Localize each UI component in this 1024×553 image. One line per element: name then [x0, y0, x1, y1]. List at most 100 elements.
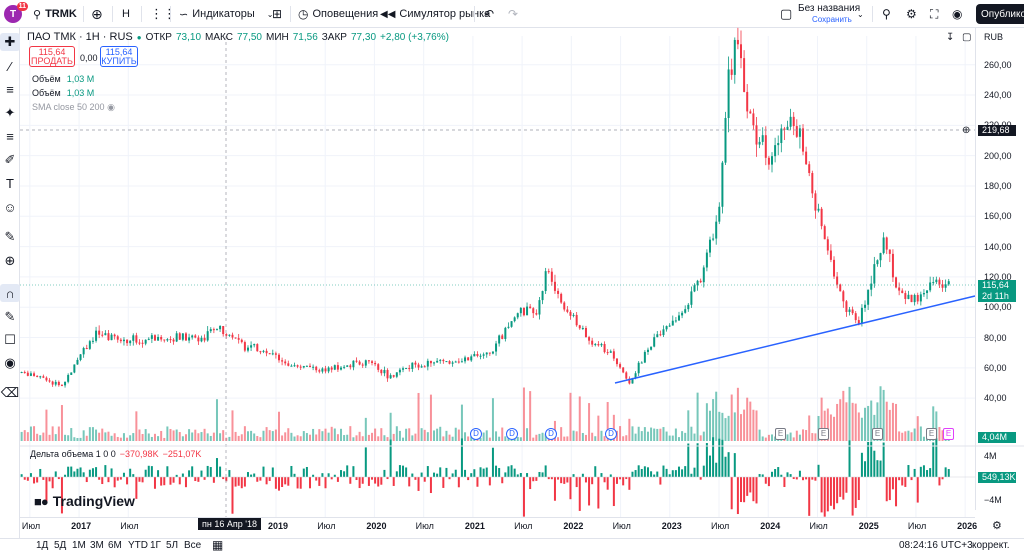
time-axis[interactable] [20, 517, 975, 531]
dividend-marker[interactable]: D [545, 428, 557, 440]
earnings-marker[interactable]: E [926, 428, 937, 440]
crosshair-tool[interactable]: ✚ [0, 33, 20, 51]
remove-tool[interactable]: ⌫ [0, 384, 20, 402]
alerts-button[interactable]: ◷ Оповещения [298, 0, 378, 28]
range-button[interactable]: 3М [90, 540, 104, 551]
delta-bar [535, 477, 538, 481]
avatar[interactable]: T 11 [4, 2, 28, 23]
settings-button[interactable]: ⚙ [906, 0, 917, 28]
range-button[interactable]: Все [184, 540, 202, 551]
delta-bar [637, 465, 640, 477]
indicators-button[interactable]: ∽ Индикаторы ⌄ [179, 0, 273, 28]
delta-bar [501, 477, 504, 484]
adjust-toggle[interactable]: коррект. [972, 540, 1010, 551]
templates-button[interactable]: ⊞ [272, 0, 282, 28]
delta-bar [48, 477, 51, 482]
delta-bar [612, 477, 615, 507]
quick-search-button[interactable]: ⚲ [882, 0, 891, 28]
zoom-tool[interactable]: ⊕ [0, 252, 20, 270]
symbol-search-button[interactable]: ⚲ TRMK [33, 0, 77, 28]
redo-button[interactable]: ↷ [508, 0, 518, 28]
forecast-tool[interactable]: ≡ [0, 127, 20, 145]
dividend-marker[interactable]: D [470, 428, 482, 440]
lock-tool[interactable]: ☐ [0, 331, 20, 349]
volume-bar [569, 392, 572, 441]
candle-body [919, 294, 922, 302]
tradingview-logo[interactable]: ■● TradingView [34, 493, 135, 509]
delta-bar [206, 465, 209, 477]
buy-button[interactable]: 115,64 КУПИТЬ [100, 46, 138, 67]
candle-body [557, 290, 560, 294]
earnings-marker[interactable]: E [775, 428, 786, 440]
add-alert-icon[interactable]: ⊕ [962, 125, 971, 136]
range-button[interactable]: 1Д [36, 540, 49, 551]
replay-button[interactable]: ◀◀ Симулятор рынка [380, 0, 490, 28]
ruler-icon: ✎ [4, 229, 16, 244]
earnings-marker[interactable]: E [943, 428, 954, 440]
search-icon: ⚲ [33, 8, 42, 21]
scale-settings-icon[interactable]: ▢ [962, 32, 972, 43]
interval-button[interactable]: H [122, 0, 130, 28]
measure-tool[interactable]: ✎ [0, 228, 20, 246]
lock-drawings-tool[interactable]: ✎ [0, 308, 20, 326]
range-button[interactable]: YTD [128, 540, 148, 551]
fullscreen-button[interactable]: ⛶ [930, 0, 938, 28]
earnings-marker[interactable]: E [872, 428, 883, 440]
clock[interactable]: 08:24:16 UTC+3 [899, 540, 973, 551]
candle-body [907, 294, 910, 299]
volume-bar [522, 387, 525, 441]
volume-bar [147, 433, 150, 441]
range-button[interactable]: 5Д [54, 540, 67, 551]
layout-save-link[interactable]: Сохранить [812, 15, 852, 24]
compare-button[interactable]: ⊕ [91, 0, 103, 28]
delta-volume-legend[interactable]: Дельта объема 1 0 0 −370,98K −251,07K [30, 449, 201, 459]
layout-name[interactable]: Без названия Сохранить [798, 3, 860, 25]
volume-bar [764, 437, 767, 441]
eye-hidden-icon[interactable]: ◉ [107, 102, 115, 112]
volume-indicator-legend[interactable]: Объём 1,03 M [32, 74, 94, 84]
icon-tool[interactable]: ☺ [0, 198, 20, 216]
delta-bar [510, 465, 513, 477]
volume-bar [439, 426, 442, 441]
price-scale[interactable] [975, 28, 1024, 510]
symbol-legend[interactable]: ПАО ТМК · 1Н · RUS ● ОТКР 73,10 МАКС 77,50… [27, 31, 449, 43]
range-button[interactable]: 1М [72, 540, 86, 551]
range-button[interactable]: 1Г [150, 540, 161, 551]
layout-menu-button[interactable]: ⌄ [857, 0, 864, 28]
fib-tool[interactable]: ≡ [0, 80, 20, 98]
volume-bar [340, 428, 343, 441]
trendline-tool[interactable]: ∕ [0, 57, 20, 75]
volume-bar [634, 433, 637, 441]
range-button[interactable]: 6М [108, 540, 122, 551]
volume-bar [184, 434, 187, 441]
goto-date-button[interactable]: ▦ [212, 538, 223, 552]
snapshot-button[interactable]: ◉ [952, 0, 962, 28]
undo-button[interactable]: ↶ [484, 0, 494, 28]
candle-body [439, 359, 442, 361]
volume-bar [727, 415, 730, 441]
layout-button[interactable]: ▢ [780, 0, 792, 28]
candle-body [411, 362, 414, 369]
earnings-marker[interactable]: E [818, 428, 829, 440]
hide-tool[interactable]: ◉ [0, 354, 20, 372]
chart-type-button[interactable]: ⋮⋮ [150, 0, 176, 28]
pattern-tool[interactable]: ✦ [0, 104, 20, 122]
volume-indicator-legend[interactable]: Объём 1,03 M [32, 88, 94, 98]
sell-button[interactable]: 115,64 ПРОДАТЬ [29, 46, 75, 67]
divider [474, 6, 475, 22]
dividend-marker[interactable]: D [605, 428, 617, 440]
delta-bar [82, 472, 85, 477]
sma-indicator-legend[interactable]: SMA close 50 200 ◉ [32, 102, 115, 113]
text-tool[interactable]: T [0, 174, 20, 192]
goto-settings-icon[interactable]: ⚙ [992, 520, 1002, 532]
scale-menu-icon[interactable]: ↧ [946, 32, 955, 43]
dividend-marker[interactable]: D [506, 428, 518, 440]
brush-tool[interactable]: ✐ [0, 151, 20, 169]
user-menu[interactable]: T 11 [4, 0, 28, 28]
currency-label[interactable]: RUB [984, 32, 1004, 42]
candle-body [408, 368, 411, 370]
magnet-tool[interactable]: ∩ [0, 284, 20, 302]
publish-button[interactable]: Опубликов [976, 4, 1024, 24]
range-button[interactable]: 5Л [166, 540, 179, 551]
